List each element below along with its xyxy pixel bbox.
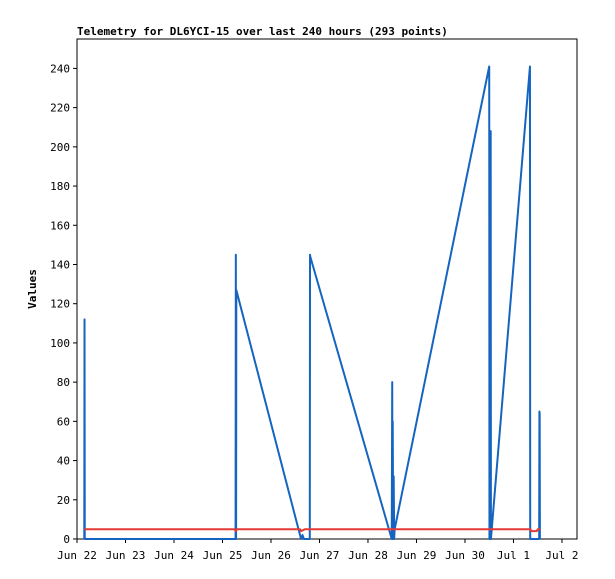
y-tick-label: 100 — [50, 337, 70, 350]
x-tick-label: Jul 2 — [545, 549, 578, 562]
series-line-0 — [83, 65, 541, 540]
chart-title: Telemetry for DL6YCI-15 over last 240 ho… — [77, 25, 448, 38]
y-tick-label: 60 — [57, 415, 70, 428]
y-tick-label: 40 — [57, 455, 70, 468]
x-tick-label: Jun 30 — [445, 549, 485, 562]
x-tick-label: Jun 29 — [397, 549, 437, 562]
x-tick-label: Jun 25 — [203, 549, 243, 562]
plot-frame — [76, 38, 578, 540]
x-tick-label: Jun 28 — [348, 549, 388, 562]
x-tick-label: Jun 27 — [300, 549, 340, 562]
y-tick-label: 160 — [50, 219, 70, 232]
x-tick-label: Jul 1 — [497, 549, 530, 562]
y-ticks: 0 20 40 60 80 100 120 140 160 180 200 220 240 — [50, 62, 77, 546]
x-ticks: Jun 22 Jun 23 Jun 24 Jun 25 Jun 26 Jun 27 Jun … — [57, 539, 579, 562]
y-tick-label: 20 — [57, 494, 70, 507]
y-tick-label: 220 — [50, 102, 70, 115]
y-tick-label: 240 — [50, 62, 70, 75]
y-tick-label: 180 — [50, 180, 70, 193]
x-tick-label: Jun 22 — [57, 549, 97, 562]
y-tick-label: 120 — [50, 298, 70, 311]
y-tick-label: 80 — [57, 376, 70, 389]
x-tick-label: Jun 23 — [106, 549, 146, 562]
y-tick-label: 0 — [63, 533, 70, 546]
series-layer — [83, 65, 541, 540]
x-tick-label: Jun 24 — [154, 549, 194, 562]
y-tick-label: 200 — [50, 141, 70, 154]
y-tick-label: 140 — [50, 258, 70, 271]
y-axis-title: Values — [26, 269, 39, 309]
series-line-1 — [84, 528, 541, 533]
x-tick-label: Jun 26 — [251, 549, 291, 562]
